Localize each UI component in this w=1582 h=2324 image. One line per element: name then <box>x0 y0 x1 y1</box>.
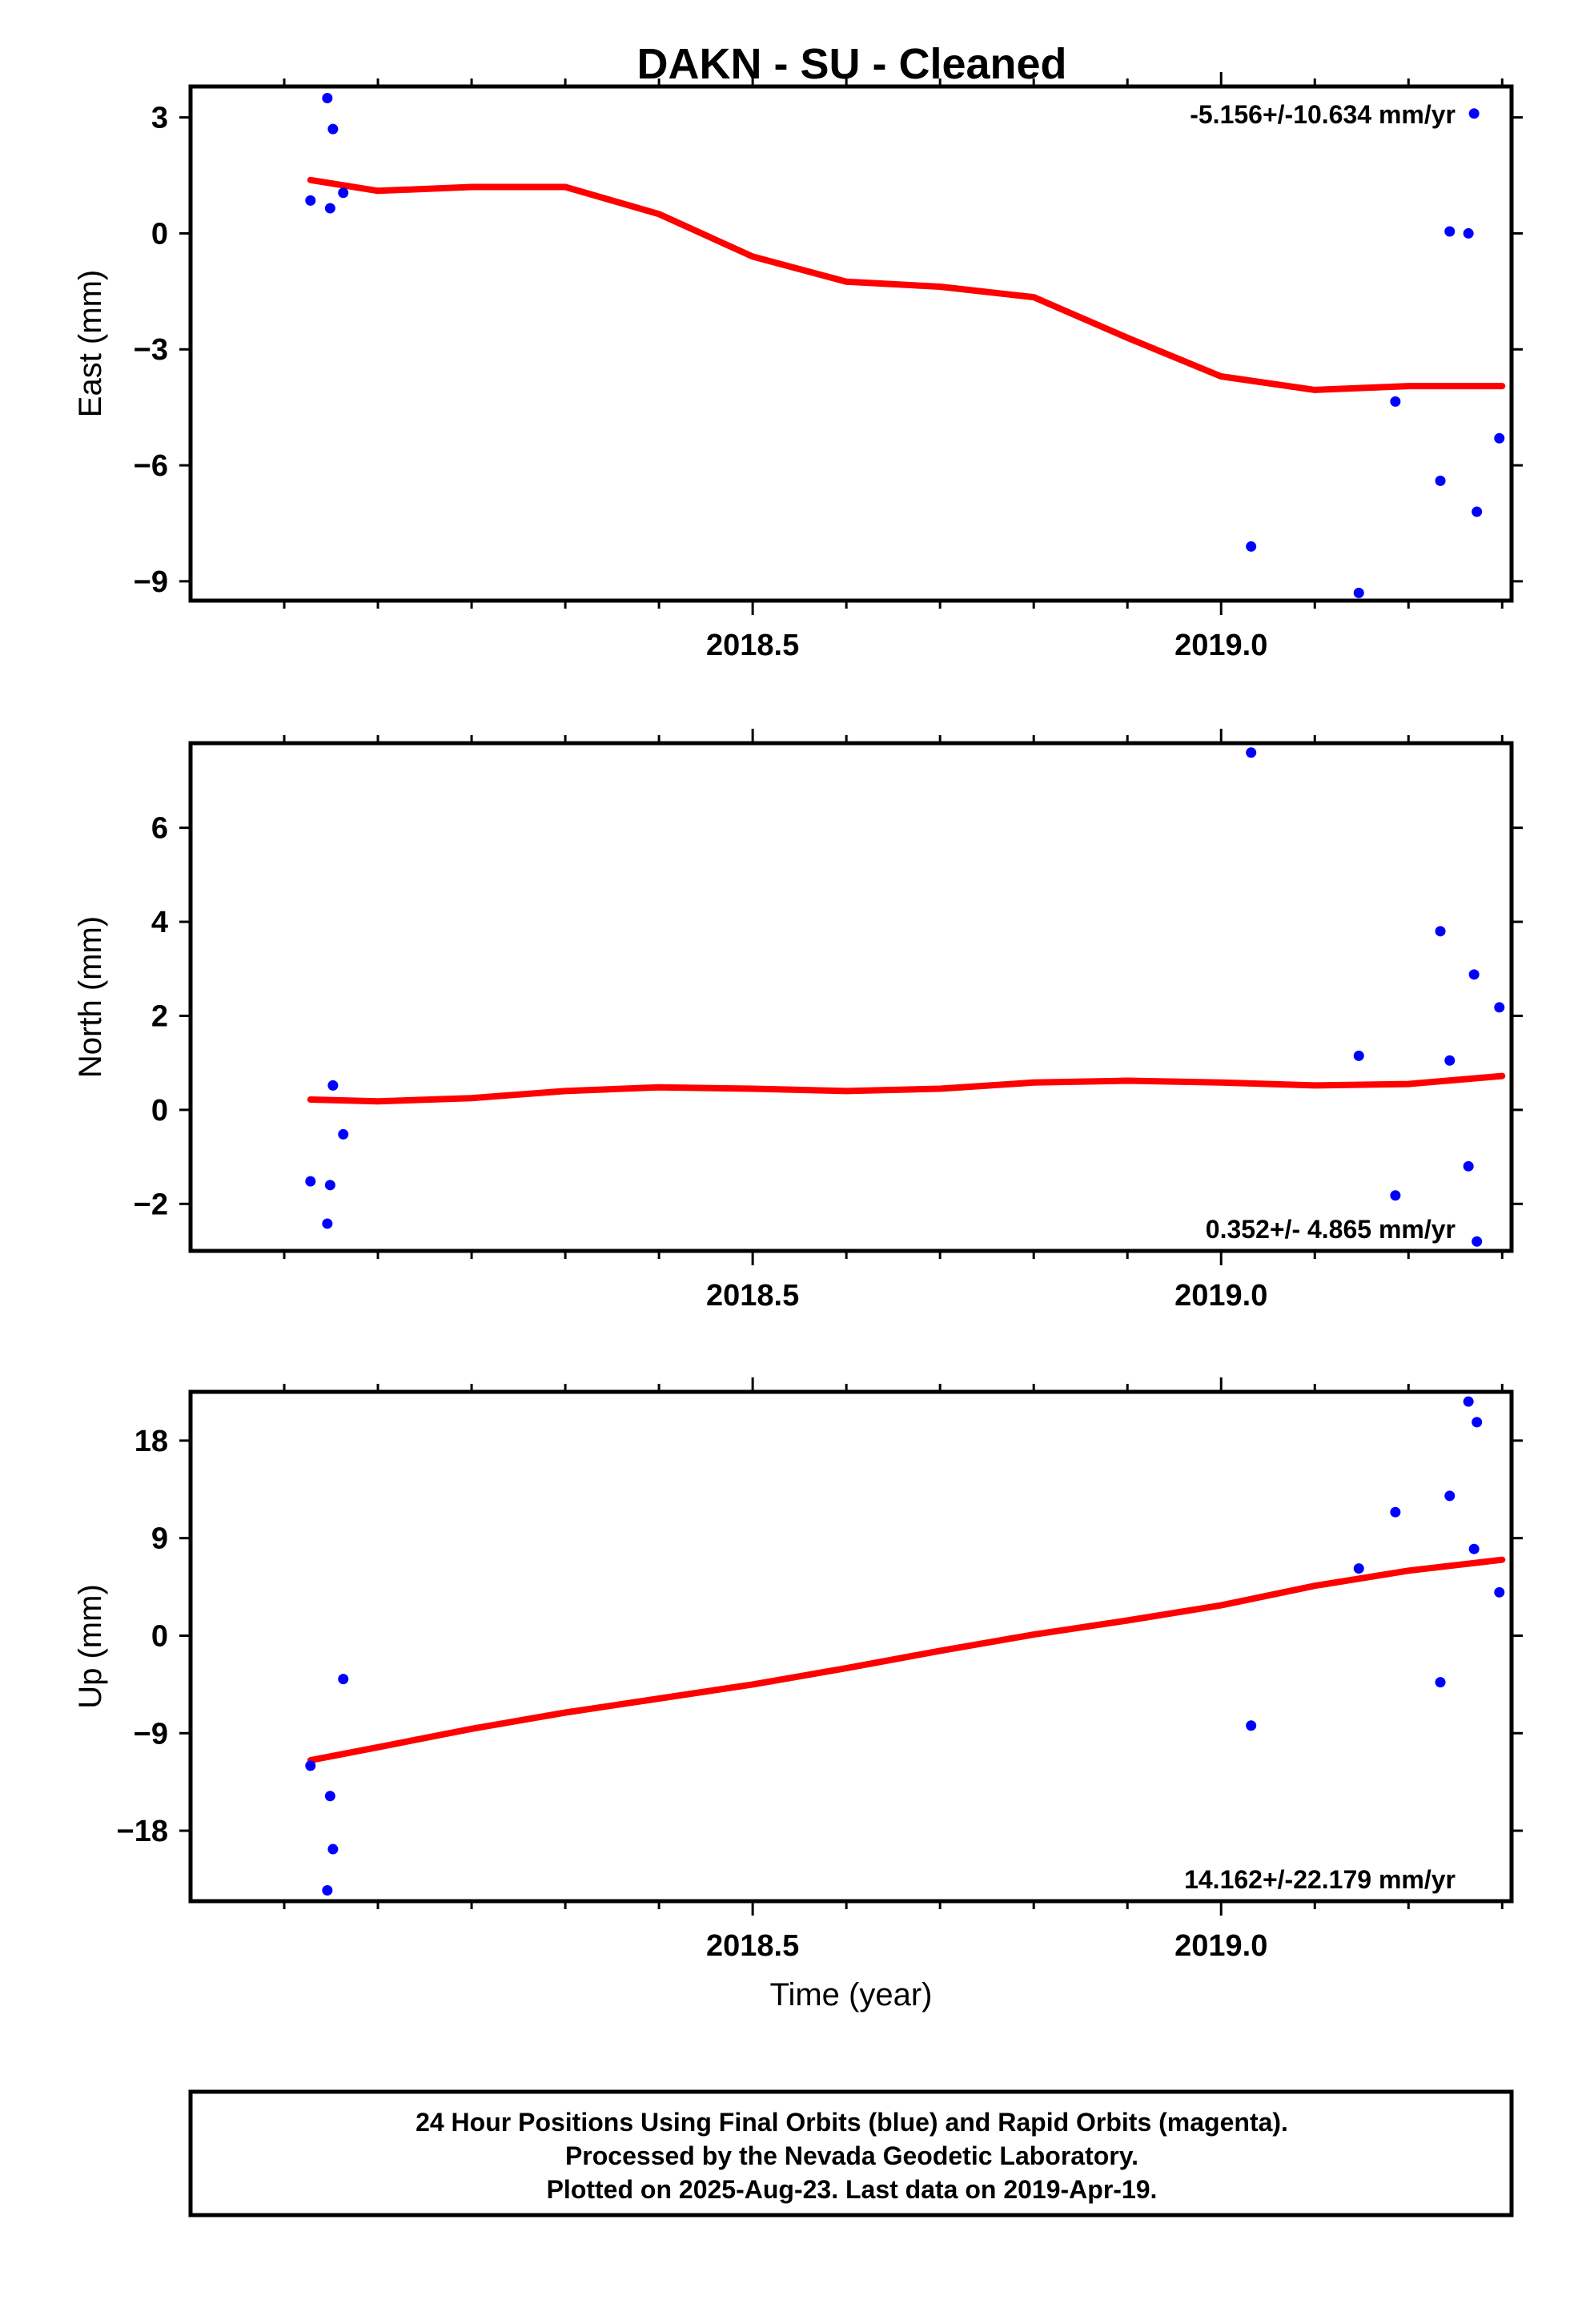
data-point <box>1468 1543 1480 1554</box>
trend-fit-line <box>307 1072 1506 1105</box>
y-tick-label: 0 <box>151 1619 168 1653</box>
data-point <box>324 1180 335 1191</box>
x-axis-label: Time (year) <box>770 1977 933 2012</box>
velocity-rate-label: 0.352+/- 4.865 mm/yr <box>1206 1215 1456 1244</box>
data-point <box>338 1674 349 1685</box>
data-point <box>324 1791 335 1802</box>
y-axis-label: North (mm) <box>73 916 108 1078</box>
data-point <box>1444 1490 1456 1502</box>
data-point <box>1472 1417 1483 1428</box>
data-point <box>1463 1160 1474 1172</box>
data-point <box>1494 432 1505 444</box>
velocity-rate-label: -5.156+/-10.634 mm/yr <box>1190 100 1456 129</box>
east-panel: 3 0 −3 −6 −9 2018.5 2019.0 East (mm) -5.156+/-10… <box>73 72 1523 662</box>
y-tick-label: −9 <box>134 565 168 599</box>
y-tick-label: 0 <box>151 1094 168 1128</box>
data-point <box>1246 541 1257 552</box>
data-point <box>1444 226 1456 237</box>
data-point <box>1390 1190 1401 1201</box>
x-tick-label: 2018.5 <box>706 629 799 662</box>
north-panel: 6 4 2 0 −2 2018.5 2019.0 North (mm) 0.352+/- 4.8… <box>73 729 1523 1313</box>
data-point <box>1463 1396 1474 1407</box>
data-point <box>327 123 339 135</box>
data-point <box>1246 1720 1257 1731</box>
y-tick-label: −18 <box>117 1815 168 1848</box>
velocity-rate-label: 14.162+/-22.179 mm/yr <box>1184 1865 1456 1894</box>
data-point <box>1494 1586 1505 1598</box>
data-point <box>338 1128 349 1140</box>
data-point <box>1468 969 1480 980</box>
y-tick-label: 2 <box>151 999 168 1033</box>
footer-box: 24 Hour Positions Using Final Orbits (bl… <box>188 2089 1514 2217</box>
footer-frame <box>188 2089 1514 2217</box>
y-tick-label: −2 <box>134 1188 168 1221</box>
footer-line-2: Processed by the Nevada Geodetic Laborat… <box>565 2141 1138 2170</box>
x-tick-label: 2019.0 <box>1174 1929 1267 1963</box>
data-point <box>1468 108 1480 119</box>
data-point <box>1444 1055 1456 1066</box>
footer-line-3: Plotted on 2025-Aug-23. Last data on 201… <box>547 2175 1158 2204</box>
data-point <box>327 1080 339 1091</box>
data-point <box>322 1884 333 1896</box>
data-point <box>338 187 349 199</box>
x-tick-label: 2018.5 <box>706 1929 799 1963</box>
footer-line-1: 24 Hour Positions Using Final Orbits (bl… <box>416 2108 1288 2137</box>
y-tick-label: −6 <box>134 449 168 483</box>
plot-frame <box>188 741 1514 1253</box>
y-axis-label: East (mm) <box>73 270 108 417</box>
up-panel: 18 9 0 −9 −18 2018.5 2019.0 Up (mm) Time (year) 1… <box>73 1377 1523 2012</box>
data-point <box>1494 1002 1505 1013</box>
data-point <box>305 1760 316 1771</box>
data-point <box>1353 587 1364 598</box>
data-point <box>1435 926 1446 937</box>
x-tick-label: 2018.5 <box>706 1279 799 1313</box>
trend-fit-line <box>307 1556 1506 1764</box>
figure-title: DAKN - SU - Cleaned <box>636 40 1066 88</box>
data-point <box>305 195 316 206</box>
data-point <box>1353 1563 1364 1574</box>
x-tick-label: 2019.0 <box>1174 1279 1267 1313</box>
data-point <box>305 1176 316 1187</box>
data-point <box>1435 475 1446 486</box>
data-point <box>1390 396 1401 407</box>
plot-frame <box>188 84 1514 603</box>
data-point <box>1390 1506 1401 1518</box>
y-tick-label: 18 <box>135 1425 168 1458</box>
plot-frame <box>188 1389 1514 1904</box>
y-tick-label: 3 <box>151 102 168 135</box>
y-tick-label: 6 <box>151 812 168 846</box>
y-tick-label: −3 <box>134 333 168 367</box>
y-tick-label: 4 <box>151 906 168 939</box>
y-tick-label: −9 <box>134 1717 168 1751</box>
data-point <box>322 92 333 103</box>
data-point <box>1246 747 1257 758</box>
trend-fit-line <box>307 176 1506 393</box>
data-point <box>1472 1236 1483 1247</box>
data-point <box>327 1844 339 1855</box>
y-axis-label: Up (mm) <box>73 1584 108 1709</box>
data-point <box>1353 1050 1364 1061</box>
y-tick-label: 9 <box>151 1522 168 1556</box>
data-point <box>324 203 335 214</box>
data-point <box>1472 506 1483 517</box>
data-point <box>1435 1677 1446 1688</box>
x-tick-label: 2019.0 <box>1174 629 1267 662</box>
data-point <box>322 1218 333 1229</box>
data-point <box>1463 227 1474 239</box>
y-tick-label: 0 <box>151 217 168 251</box>
